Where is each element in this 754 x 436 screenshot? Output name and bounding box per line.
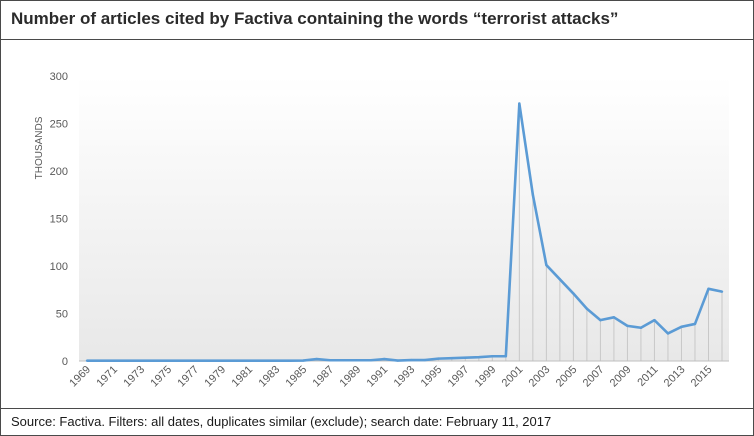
source-note: Source: Factiva. Filters: all dates, dup… [11,414,552,429]
data-point [180,359,183,362]
data-point [693,322,697,326]
data-point [450,356,453,360]
x-tick-label: 1975 [148,364,174,390]
data-point [680,325,683,328]
x-tick-label: 2011 [635,364,660,389]
y-tick-label: 100 [50,261,68,273]
x-tick-label: 1999 [473,364,499,390]
data-point [477,356,481,359]
x-tick-label: 2015 [689,364,715,390]
title-bar: Number of articles cited by Factiva cont… [1,1,753,40]
x-tick-label: 2007 [581,364,607,390]
data-point [328,359,332,362]
x-tick-label: 1979 [202,364,228,390]
data-point [410,358,413,362]
data-point [626,324,629,328]
x-tick-label: 2013 [662,364,688,390]
x-tick-label: 1995 [419,364,445,390]
data-point [220,359,224,362]
y-tick-label: 300 [50,71,68,83]
chart-title: Number of articles cited by Factiva cont… [11,9,619,28]
x-tick-label: 2009 [608,364,634,390]
data-point [193,359,197,362]
data-point [585,307,589,310]
x-tick-label: 1997 [446,364,472,390]
data-point [369,359,372,362]
y-tick-label: 50 [56,309,68,321]
y-tick-label: 0 [62,356,68,368]
x-tick-label: 2003 [527,364,553,390]
y-tick-label: 250 [50,119,68,131]
data-point [666,332,670,335]
x-tick-label: 1993 [392,364,418,390]
y-axis: 0 50 100 150 200 250 300 [50,71,68,368]
data-point [85,359,89,362]
x-tick-label: 1985 [283,364,309,390]
data-point [720,290,724,293]
data-point [112,359,116,362]
data-point [572,292,575,295]
x-tick-label: 2001 [500,364,526,390]
data-point [342,359,345,362]
data-point [288,359,291,362]
data-point [396,359,399,362]
data-point [437,357,440,360]
data-point [166,359,170,362]
x-tick-label: 1973 [121,364,147,390]
data-point [545,263,548,267]
x-tick-label: 1977 [175,364,201,390]
x-tick-label: 1989 [338,364,364,390]
footer-bar: Source: Factiva. Filters: all dates, dup… [1,408,753,435]
data-point [383,357,386,361]
y-axis-title: THOUSANDS [34,116,45,179]
x-tick-label: 1969 [67,364,93,390]
data-point [315,357,318,361]
data-point [126,359,129,362]
data-point [153,359,156,362]
plot-background [79,76,729,361]
data-point [274,359,278,362]
drop-lines [316,103,723,361]
data-point [464,356,467,359]
data-point [234,359,237,362]
data-point [99,359,102,362]
series-layer [85,102,724,363]
data-point [247,359,251,362]
data-point [301,359,305,362]
data-point [491,355,494,358]
x-tick-label: 1987 [311,364,337,390]
data-point [707,287,710,290]
data-point [531,193,535,196]
x-axis: 1969 1971 1973 1975 1977 1979 1981 1983 1985 1987… [67,360,729,390]
x-tick-label: 1983 [256,364,282,390]
data-point [504,355,508,358]
data-point [612,316,616,319]
data-point [639,326,643,329]
x-tick-label: 1971 [94,364,120,390]
data-point [518,102,521,105]
data-point [139,359,143,362]
y-tick-label: 150 [50,214,68,226]
data-point [356,359,359,362]
data-point [599,318,602,322]
data-point [653,318,656,322]
data-point [423,358,426,362]
y-tick-label: 200 [50,166,68,178]
x-tick-label: 1991 [365,364,391,390]
data-point [558,278,562,281]
data-point [207,359,210,362]
series-line [87,102,723,363]
x-tick-label: 2005 [554,364,580,390]
x-tick-label: 1981 [229,364,255,390]
data-point [261,359,264,362]
